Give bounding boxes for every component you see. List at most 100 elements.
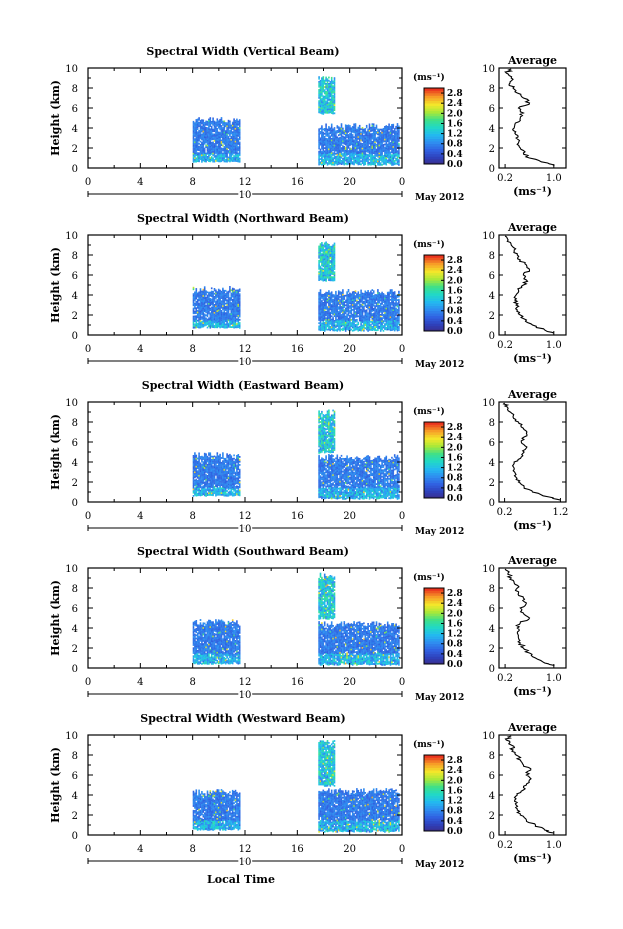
- heatmap-cell: [213, 288, 216, 290]
- heatmap-cell: [358, 329, 361, 331]
- heatmap-cell: [234, 124, 237, 127]
- heatmap-cell: [367, 135, 369, 137]
- heatmap-cell: [357, 158, 360, 161]
- heatmap-cell: [208, 293, 210, 296]
- heatmap-cell: [217, 325, 220, 328]
- heatmap-cell: [325, 145, 327, 148]
- heatmap-cell: [194, 154, 196, 157]
- heatmap-cell: [323, 269, 326, 272]
- x-tick-label: 0: [399, 344, 405, 355]
- heatmap-cell: [346, 323, 348, 326]
- heatmap-cell: [354, 132, 357, 135]
- heatmap-cell: [371, 160, 374, 162]
- heatmap-cell: [233, 150, 235, 153]
- heatmap-cell: [227, 297, 230, 299]
- heatmap-cell: [213, 120, 216, 123]
- heatmap-cell: [192, 122, 195, 125]
- heatmap-cell: [375, 151, 378, 154]
- heatmap-cell: [325, 299, 327, 302]
- heatmap-cell: [213, 125, 216, 128]
- heatmap-cell: [233, 288, 235, 291]
- heatmap-cell: [363, 325, 365, 327]
- heatmap-cell: [195, 159, 198, 161]
- heatmap-cell: [350, 299, 353, 302]
- heatmap-cell: [328, 295, 330, 297]
- heatmap-cell: [206, 309, 209, 311]
- heatmap-cell: [215, 292, 217, 295]
- heatmap-cell: [203, 289, 206, 292]
- heatmap-cell: [202, 322, 205, 325]
- heatmap-cell: [231, 298, 234, 301]
- heatmap-cell: [196, 152, 199, 154]
- heatmap-cell: [231, 289, 234, 292]
- heatmap-cell: [322, 77, 325, 80]
- heatmap-cell: [223, 134, 226, 137]
- heatmap-cell: [392, 160, 395, 163]
- heatmap-cell: [363, 152, 365, 155]
- heatmap-cell: [398, 148, 400, 150]
- heatmap-cell: [226, 315, 228, 318]
- heatmap-cell: [325, 268, 327, 271]
- heatmap-cell: [344, 320, 347, 323]
- heatmap-cell: [336, 152, 339, 155]
- heatmap-cell: [202, 303, 205, 305]
- heatmap-cell: [382, 307, 385, 310]
- heatmap-cell: [371, 297, 374, 299]
- heatmap-cell: [358, 129, 361, 132]
- heatmap-cell: [337, 151, 340, 154]
- heatmap-cell: [202, 137, 205, 139]
- y-tick-label: 10: [65, 231, 78, 242]
- heatmap-cell: [208, 136, 210, 138]
- heatmap-cell: [318, 108, 320, 110]
- heatmap-cell: [219, 134, 221, 137]
- heatmap-cell: [386, 304, 389, 307]
- heatmap-cell: [333, 265, 336, 267]
- heatmap-cell: [386, 323, 389, 326]
- heatmap-cell: [340, 136, 343, 138]
- heatmap-cell: [332, 276, 334, 279]
- heatmap-cell: [210, 311, 213, 314]
- heatmap-cell: [363, 305, 365, 308]
- heatmap-cell: [395, 301, 397, 304]
- heatmap-cell: [357, 307, 360, 310]
- heatmap-cell: [339, 154, 341, 157]
- heatmap-cell: [325, 111, 327, 114]
- heatmap-cell: [233, 129, 235, 132]
- heatmap-cell: [196, 306, 199, 309]
- heatmap-cell: [342, 289, 344, 291]
- heatmap-cell: [339, 133, 341, 136]
- heatmap-cell: [206, 307, 209, 310]
- heatmap-cell: [357, 153, 360, 156]
- heatmap-cell: [363, 318, 365, 321]
- heatmap-cell: [384, 148, 386, 151]
- heatmap-cell: [210, 295, 213, 298]
- heatmap-cell: [319, 314, 322, 317]
- heatmap-cell: [391, 124, 393, 126]
- heatmap-cell: [332, 107, 334, 110]
- heatmap-cell: [336, 329, 339, 332]
- y-tick-label: 4: [72, 291, 78, 302]
- heatmap-cell: [319, 86, 322, 89]
- y-axis-label: Height (km): [49, 80, 62, 156]
- heatmap-cell: [353, 139, 355, 142]
- heatmap-cell: [213, 297, 216, 300]
- heatmap-cell: [335, 305, 337, 308]
- heatmap-cell: [358, 295, 361, 298]
- heatmap-cell: [209, 134, 212, 137]
- heatmap-cell: [325, 279, 327, 282]
- heatmap-cell: [195, 131, 198, 134]
- heatmap-cell: [354, 124, 357, 127]
- heatmap-cell: [203, 305, 206, 308]
- heatmap-cell: [333, 249, 336, 251]
- heatmap-cell: [226, 291, 228, 294]
- heatmap-cell: [230, 321, 233, 324]
- heatmap-cell: [375, 302, 378, 304]
- heatmap-cell: [198, 326, 200, 329]
- heatmap-cell: [361, 324, 364, 327]
- heatmap-cell: [318, 264, 320, 267]
- heatmap-cell: [326, 276, 329, 279]
- heatmap-cell: [377, 314, 379, 317]
- heatmap-cell: [219, 299, 221, 302]
- heatmap-cell: [375, 124, 378, 127]
- heatmap-cell: [222, 120, 224, 123]
